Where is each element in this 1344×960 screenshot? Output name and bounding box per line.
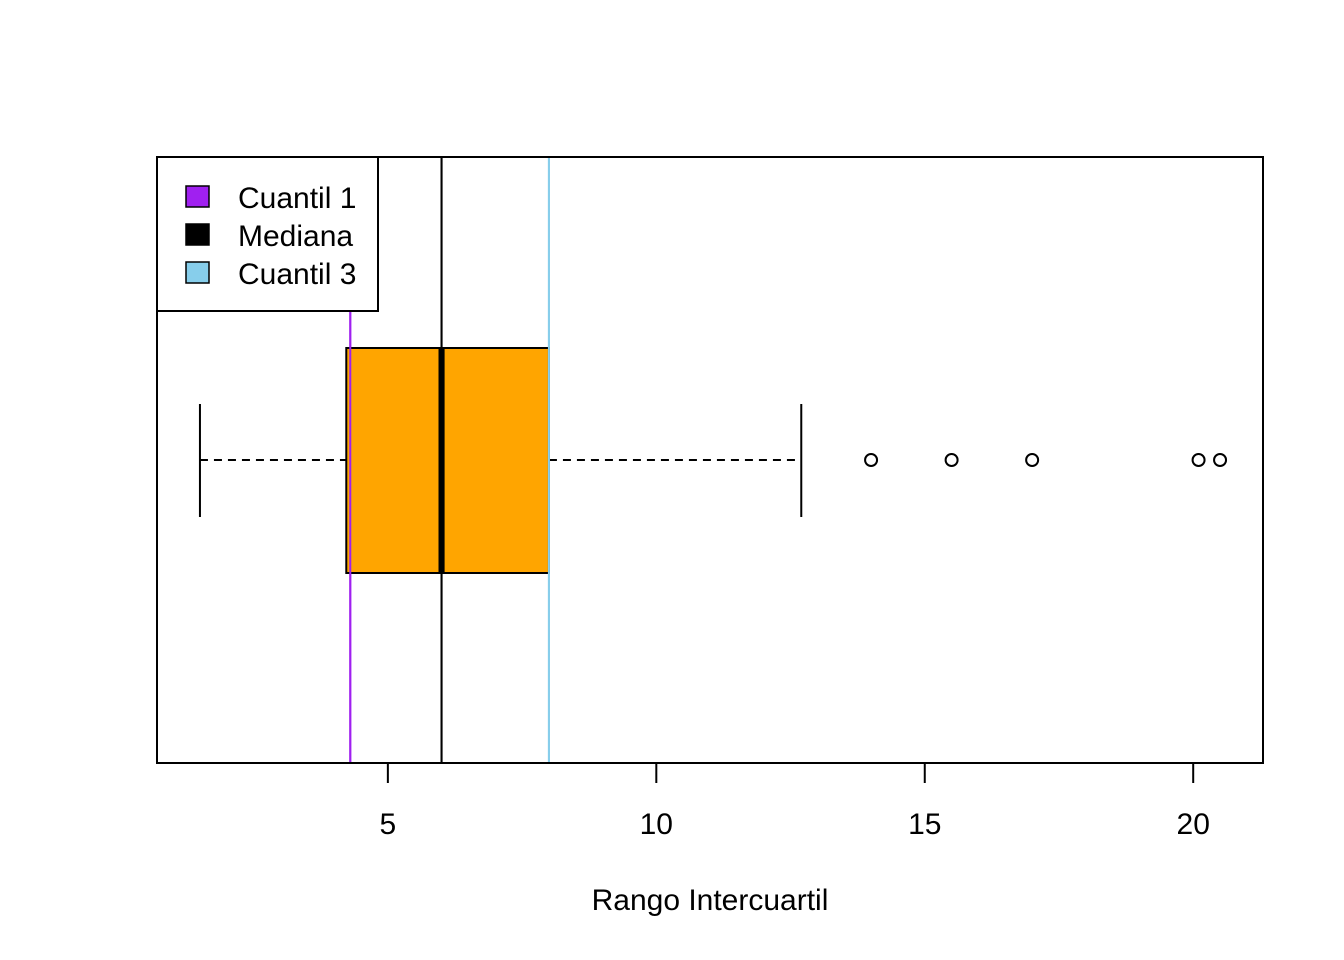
legend-swatch-cuantil-3 — [185, 261, 210, 284]
x-axis: 5 10 15 20 — [380, 763, 1210, 841]
x-tick-label-10: 10 — [640, 808, 673, 841]
plot-frame — [156, 156, 1264, 764]
legend-swatch-cuantil-1 — [185, 185, 210, 208]
legend-label-mediana: Mediana — [238, 220, 353, 253]
x-tick-label-5: 5 — [380, 808, 397, 841]
x-tick-label-15: 15 — [908, 808, 941, 841]
legend-swatch-mediana — [185, 223, 210, 246]
outlier-point-3 — [1025, 453, 1040, 467]
outlier-point-1 — [864, 453, 879, 467]
outlier-point-2 — [944, 453, 959, 467]
x-tick-label-20: 20 — [1177, 808, 1210, 841]
outlier-point-5 — [1213, 453, 1228, 467]
legend: Cuantil 1 Mediana Cuantil 3 — [156, 156, 379, 312]
legend-label-cuantil-3: Cuantil 3 — [238, 258, 356, 291]
x-axis-label: Rango Intercuartil — [592, 884, 829, 917]
interquartile-box — [345, 347, 550, 574]
boxplot — [198, 157, 1228, 763]
outlier-point-4 — [1191, 453, 1206, 467]
legend-label-cuantil-1: Cuantil 1 — [238, 182, 356, 215]
